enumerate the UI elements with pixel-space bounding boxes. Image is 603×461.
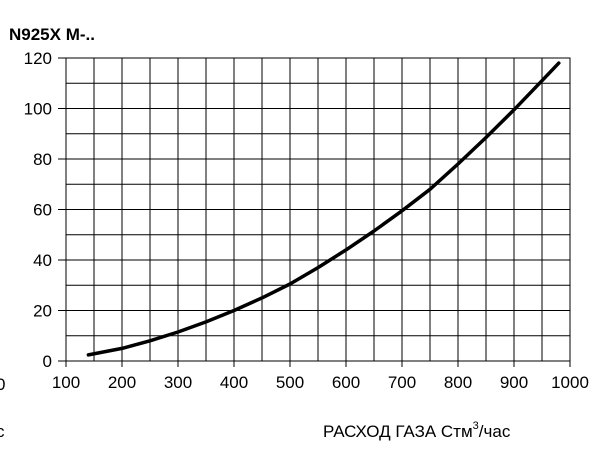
x-tick-label: 800 (444, 373, 472, 392)
x-tick-label: 900 (500, 373, 528, 392)
x-axis-label-sup: 3 (473, 420, 479, 432)
x-axis-label-suffix: /час (479, 422, 511, 441)
x-axis-label: РАСХОД ГАЗА Стм3/час (323, 420, 511, 441)
y-tick-label: 100 (24, 100, 52, 119)
x-axis-label-text: РАСХОД ГАЗА Стм (323, 422, 473, 441)
y-tick-label: 80 (33, 150, 52, 169)
y-tick-label: 60 (33, 201, 52, 220)
chart-title: N925X M-.. (9, 25, 95, 44)
series-group (86, 61, 561, 357)
x-tick-label: 300 (164, 373, 192, 392)
grid (65, 57, 571, 362)
y-tick-label: 0 (43, 352, 52, 371)
x-tick-label: 100 (52, 373, 80, 392)
x-tick-label: 600 (332, 373, 360, 392)
left-edge-fragment-top: 0 (0, 375, 5, 394)
series-line (86, 61, 561, 357)
y-axis: 0 20 40 60 80 100 120 (24, 49, 66, 371)
x-tick-label: 500 (276, 373, 304, 392)
x-tick-label: 400 (220, 373, 248, 392)
y-tick-label: 40 (33, 251, 52, 270)
x-tick-label: 700 (388, 373, 416, 392)
x-axis: 100 200 300 400 500 600 700 800 900 1000 (52, 361, 589, 392)
y-tick-label: 120 (24, 49, 52, 68)
left-edge-fragment-bottom: с (0, 422, 5, 441)
y-tick-label: 20 (33, 302, 52, 321)
x-tick-label: 200 (108, 373, 136, 392)
x-tick-label: 1000 (551, 373, 589, 392)
